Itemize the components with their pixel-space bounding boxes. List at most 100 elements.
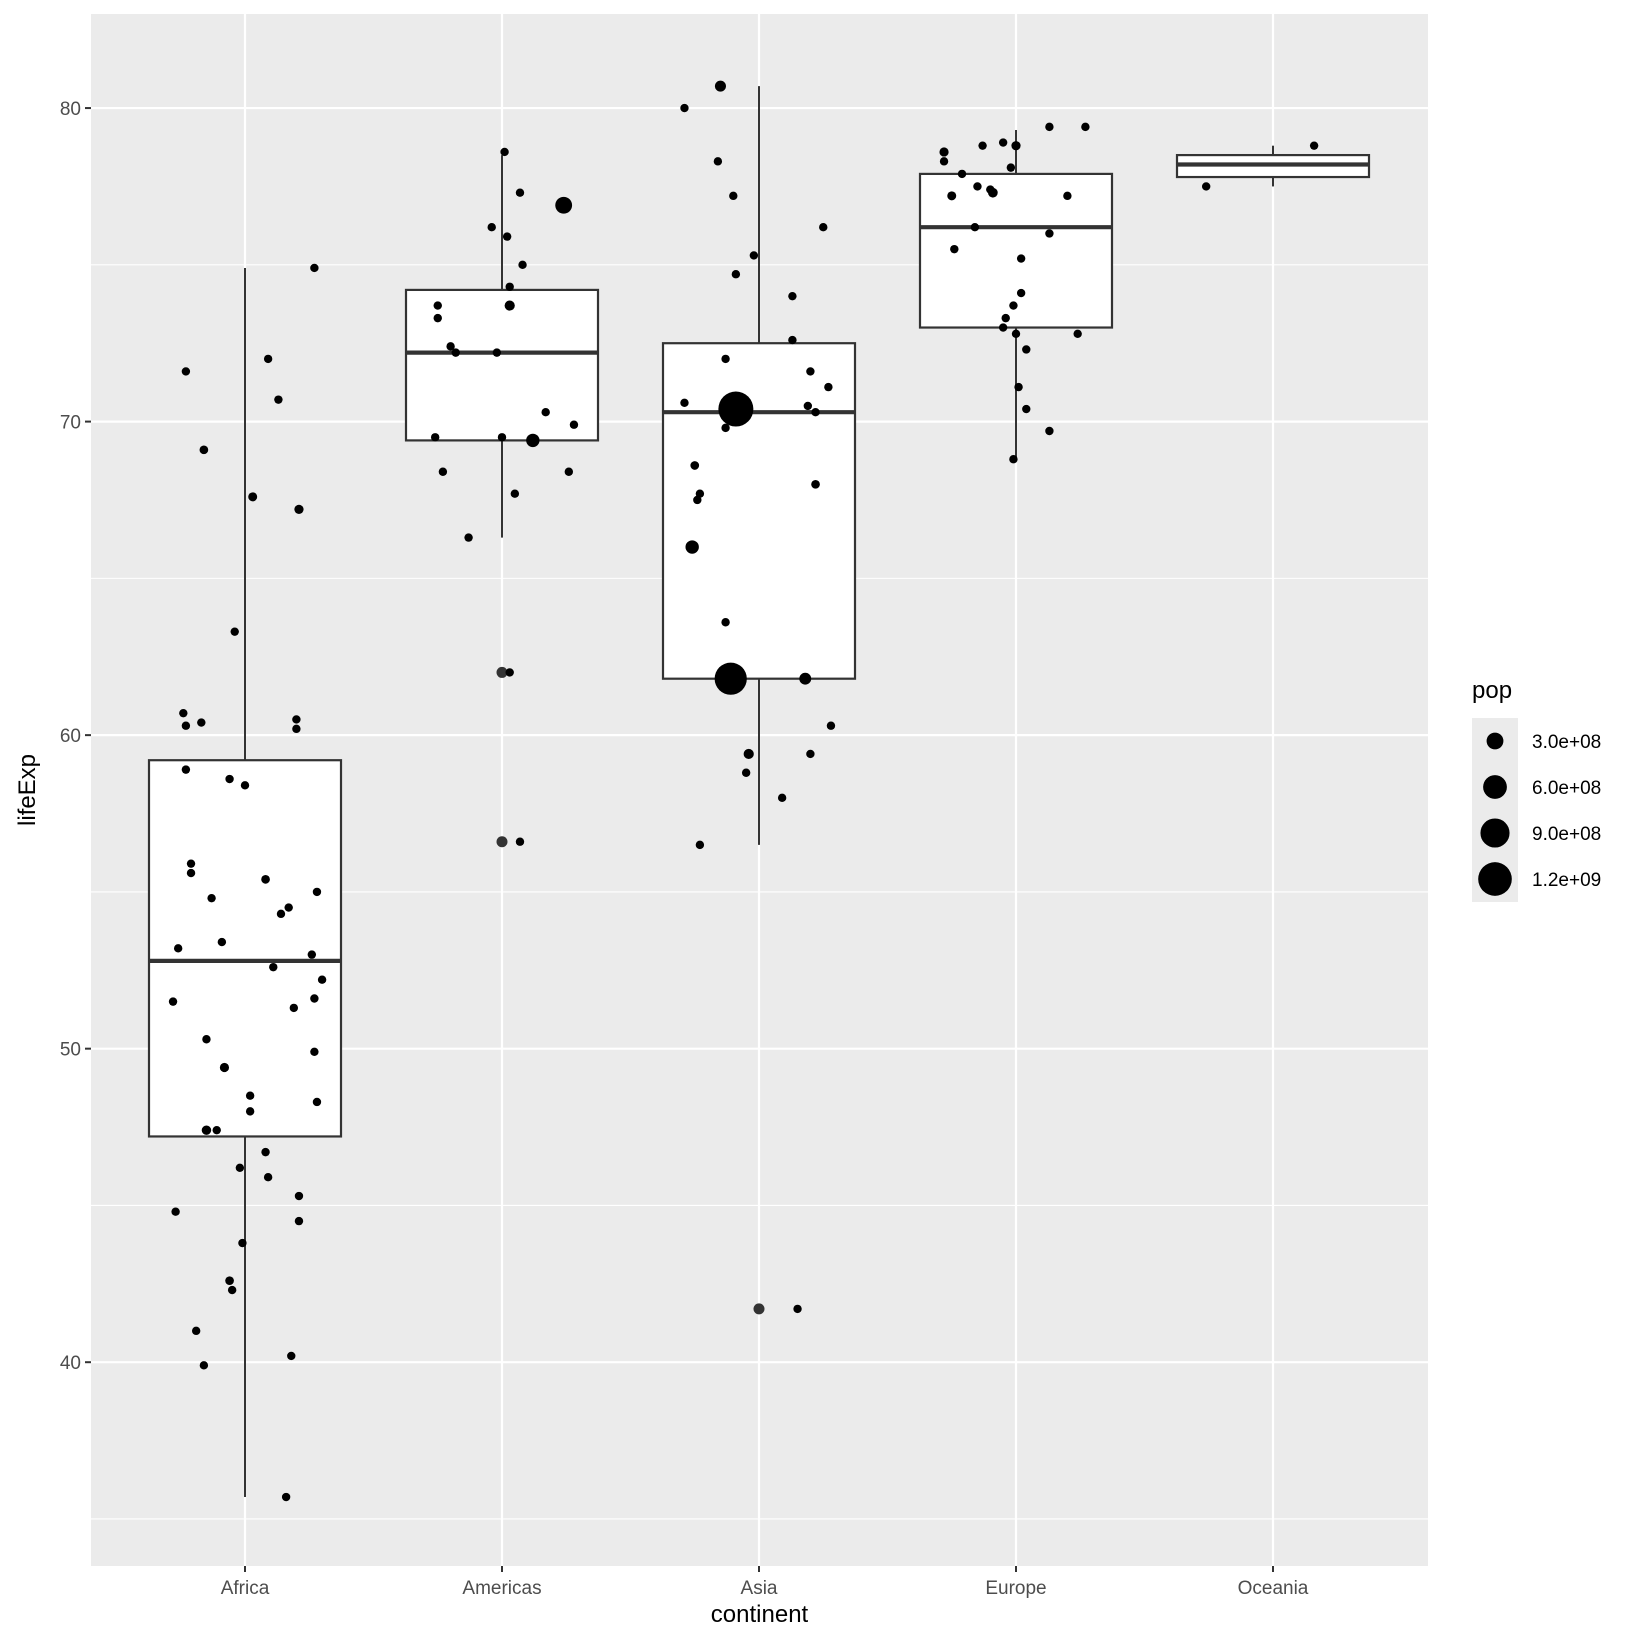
data-point [292,715,301,724]
box [404,288,600,442]
data-point [1309,141,1319,150]
data-point [721,618,730,627]
legend: pop 3.0e+08 6.0e+08 9.0e+08 1.2e+09 [1472,677,1601,902]
data-point [569,420,579,429]
outlier-point [496,666,508,678]
data-point [690,461,700,470]
data-point [729,191,738,201]
data-point [743,748,754,760]
data-point [487,223,496,232]
y-tick-label: 40 [60,1353,81,1374]
data-point [292,724,301,734]
data-point [451,348,460,357]
data-point [248,492,258,502]
data-point [788,291,797,301]
data-point [433,313,442,323]
data-point [1063,191,1072,201]
data-point [294,1191,304,1201]
data-point [1022,345,1031,354]
data-point [515,188,525,197]
data-point [950,244,959,254]
x-tick-label: Africa [221,1578,270,1599]
data-point [826,721,836,730]
x-axis: Africa Americas Asia Europe Oceania [221,1566,1309,1599]
x-tick-label: Americas [462,1578,541,1599]
data-point [939,147,949,157]
data-point [777,793,787,803]
legend-title: pop [1472,677,1512,704]
data-point [806,749,815,759]
data-point [287,1351,296,1361]
data-point [799,672,812,685]
data-point [555,196,573,214]
data-point [235,1163,245,1173]
data-point [819,223,828,232]
data-point [1001,313,1010,323]
data-point [806,367,815,376]
data-point [230,627,239,636]
y-axis: 40 50 60 70 80 [60,99,91,1374]
data-point [281,1492,291,1502]
data-point [245,1107,255,1116]
data-point [1009,301,1018,310]
data-point [181,367,191,376]
data-point [685,540,699,554]
data-point [502,232,512,241]
data-point [939,157,949,166]
box [661,342,857,680]
x-tick-label: Asia [741,1578,778,1599]
data-point [803,401,813,411]
data-point [289,1003,299,1013]
legend-key [1480,818,1510,848]
data-point [526,433,540,448]
legend-key [1478,862,1512,896]
data-point [957,169,967,179]
jitter-points [168,80,1319,1502]
data-point [446,342,455,351]
data-point [171,1207,180,1216]
data-point [312,887,322,897]
data-point [263,354,273,364]
data-point [721,354,730,364]
data-point [261,1147,270,1157]
y-tick-label: 60 [60,726,81,747]
legend-label: 1.2e+09 [1532,870,1601,891]
data-point [1045,122,1054,132]
data-point [186,859,196,868]
data-point [245,1091,255,1100]
data-point [225,1276,234,1286]
data-point [788,335,797,345]
data-point [312,1097,322,1107]
legend-label: 6.0e+08 [1532,778,1601,799]
data-point [1045,426,1054,436]
data-point [310,1047,319,1057]
data-point [197,718,206,727]
data-point [202,1035,211,1044]
data-point [433,301,442,310]
data-point [541,407,550,417]
data-point [515,837,525,846]
y-tick-label: 50 [60,1040,81,1061]
data-point [294,1216,304,1226]
data-point [693,495,702,505]
data-point [1011,329,1021,339]
data-point [1016,254,1026,263]
data-point [1073,329,1082,339]
boxplot [661,86,857,1315]
data-point [276,909,286,919]
data-point [500,147,509,157]
outlier-point [496,836,508,848]
data-point [731,270,741,279]
legend-label: 3.0e+08 [1532,732,1601,753]
data-point [1011,141,1021,151]
data-point [430,433,440,442]
data-point [310,994,319,1003]
data-point [207,893,216,903]
data-point [721,423,730,433]
data-point [307,950,317,959]
data-point [998,138,1008,147]
data-point [181,721,191,730]
data-point [718,391,754,427]
